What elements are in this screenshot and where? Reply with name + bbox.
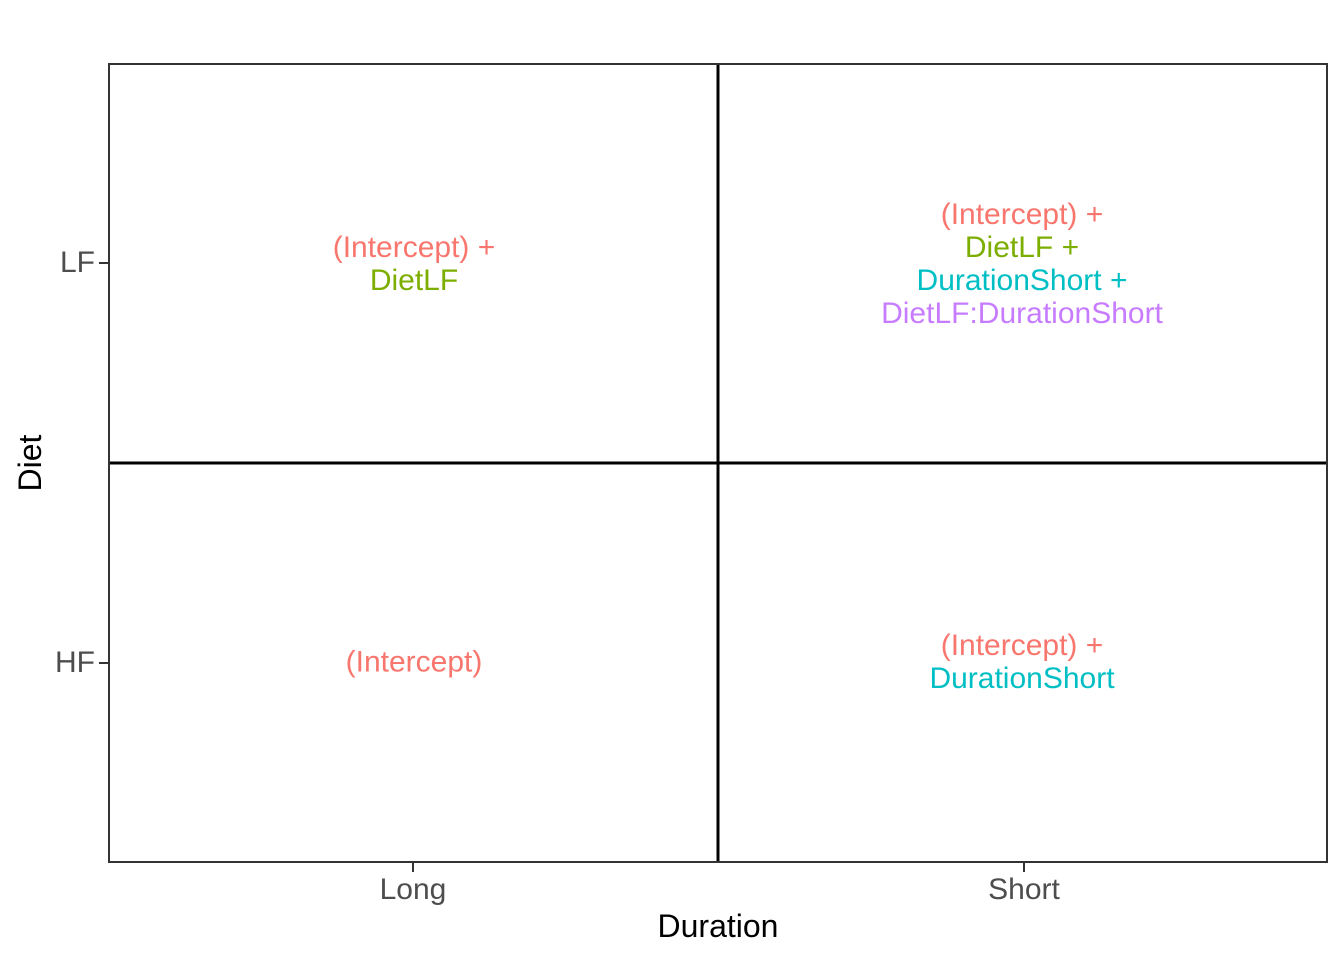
model-term-label: DietLF	[369, 264, 459, 297]
model-term-label: (Intercept) +	[940, 629, 1104, 662]
cell-lf-long: (Intercept) + DietLF	[333, 231, 496, 297]
model-term-label: (Intercept)	[345, 645, 483, 679]
x-tick-label-long: Long	[379, 873, 447, 906]
model-term-label: DietLF:DurationShort	[881, 297, 1163, 330]
model-term-label: DurationShort +	[916, 264, 1128, 297]
model-term-label: (Intercept) +	[332, 231, 496, 264]
cell-lf-short: (Intercept) + DietLF + DurationShort + Diet…	[881, 198, 1163, 330]
model-term-label: (Intercept) +	[940, 198, 1104, 231]
y-axis-title: Diet	[12, 434, 48, 492]
cell-hf-short: (Intercept) + DurationShort	[929, 629, 1114, 695]
y-tick-label-hf: HF	[55, 646, 95, 679]
horizontal-divider-line	[110, 461, 1326, 465]
x-axis-tick-short	[1023, 863, 1025, 872]
model-term-label: DietLF +	[964, 231, 1080, 264]
plot-panel: (Intercept) + DietLF (Intercept) + DietLF …	[108, 63, 1328, 863]
y-axis-tick-hf	[99, 662, 108, 664]
y-tick-label-lf: LF	[59, 246, 95, 279]
x-tick-label-short: Short	[988, 873, 1060, 906]
x-axis-tick-long	[412, 863, 414, 872]
y-axis-tick-lf	[99, 262, 108, 264]
cell-hf-long: (Intercept)	[346, 646, 483, 679]
x-axis-title: Duration	[657, 908, 779, 944]
model-term-label: DurationShort	[929, 662, 1115, 695]
